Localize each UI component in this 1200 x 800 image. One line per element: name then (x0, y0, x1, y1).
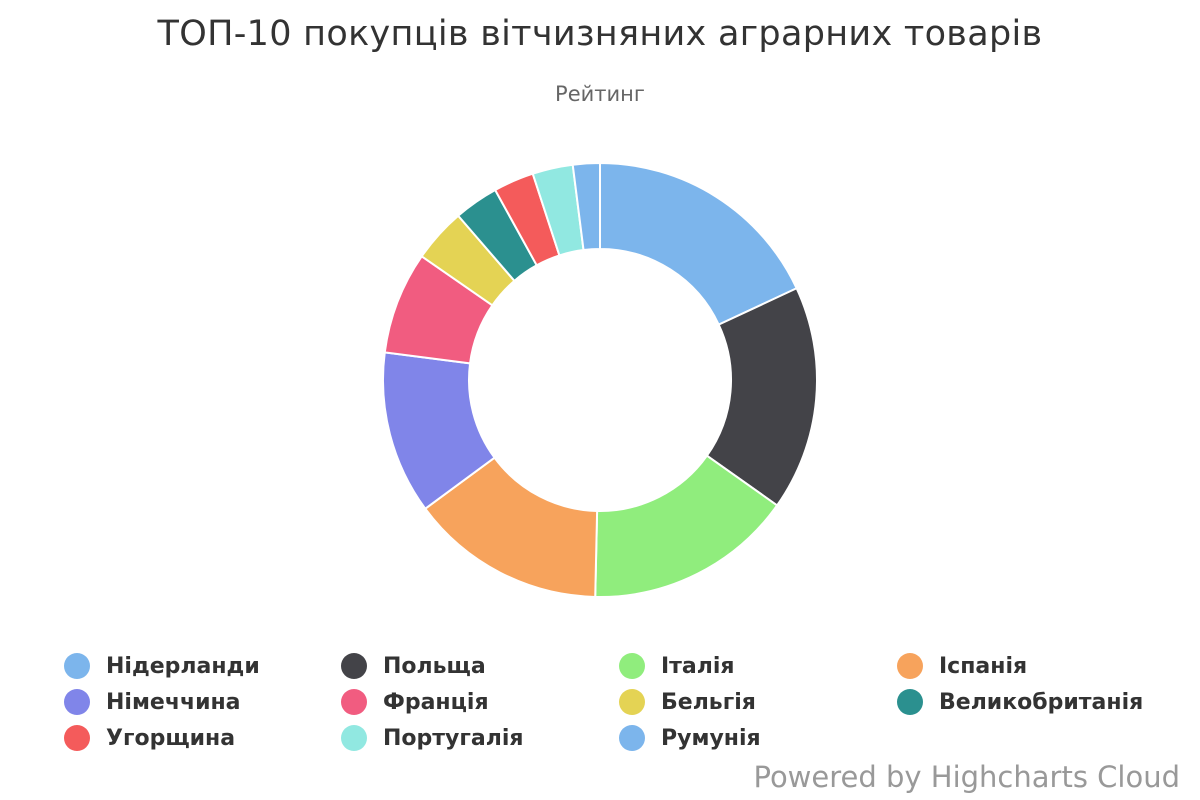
chart-title: ТОП-10 покупців вітчизняних аграрних тов… (157, 14, 1043, 54)
legend-item[interactable]: Іспанія (897, 648, 1027, 684)
legend-marker (64, 725, 90, 751)
legend-marker (619, 725, 645, 751)
legend-item[interactable]: Бельгія (619, 684, 756, 720)
legend-label: Бельгія (661, 689, 756, 715)
legend-item[interactable]: Франція (341, 684, 489, 720)
legend-label: Великобританія (939, 689, 1144, 715)
legend-marker (341, 689, 367, 715)
legend-label: Іспанія (939, 653, 1028, 679)
legend-label: Польща (383, 653, 486, 679)
legend-label: Португалія (383, 725, 524, 751)
legend-item[interactable]: Італія (619, 648, 735, 684)
legend-item[interactable]: Великобританія (897, 684, 1143, 720)
legend-label: Угорщина (106, 725, 236, 751)
legend-item[interactable]: Нідерланди (64, 648, 260, 684)
legend-item[interactable]: Португалія (341, 720, 524, 756)
legend-marker (64, 689, 90, 715)
legend-marker (341, 725, 367, 751)
legend-marker (897, 653, 923, 679)
legend-label: Італія (661, 653, 735, 679)
legend-item[interactable]: Угорщина (64, 720, 235, 756)
legend-marker (64, 653, 90, 679)
legend-label: Німеччина (106, 689, 241, 715)
legend-marker (619, 689, 645, 715)
credits-link[interactable]: Powered by Highcharts Cloud (753, 760, 1180, 794)
legend-item[interactable]: Польща (341, 648, 486, 684)
legend-marker (341, 653, 367, 679)
legend-item[interactable]: Румунія (619, 720, 761, 756)
legend-label: Румунія (661, 725, 761, 751)
legend-marker (897, 689, 923, 715)
pie-slice-1[interactable] (599, 162, 798, 326)
pie-slice-11[interactable] (571, 162, 601, 252)
legend-label: Нідерланди (106, 653, 260, 679)
legend-label: Франція (383, 689, 489, 715)
legend-item[interactable]: Німеччина (64, 684, 241, 720)
chart-subtitle: Рейтинг (555, 82, 645, 106)
legend-marker (619, 653, 645, 679)
